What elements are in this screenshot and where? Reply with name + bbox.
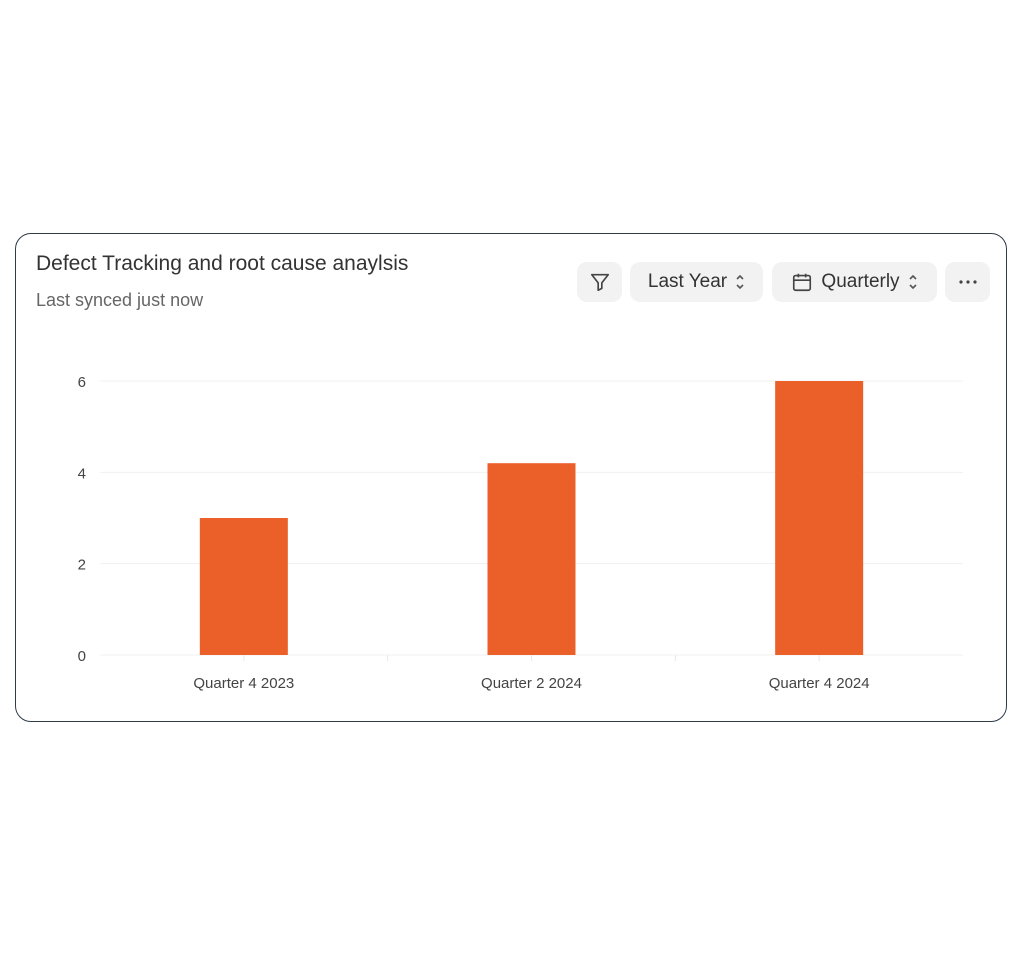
y-tick-label: 6 <box>78 374 86 391</box>
more-horizontal-icon <box>958 280 977 284</box>
bar <box>199 518 288 655</box>
filter-button[interactable] <box>577 262 622 302</box>
chevron-up-down-icon <box>908 274 917 290</box>
period-label: Quarterly <box>821 271 900 292</box>
more-button[interactable] <box>945 262 990 302</box>
x-tick-label: Quarter 4 2024 <box>769 675 870 692</box>
bar <box>487 463 576 655</box>
filter-icon <box>590 273 609 292</box>
range-select[interactable]: Last Year <box>630 262 763 302</box>
sync-status: Last synced just now <box>36 290 204 310</box>
chart-title: Defect Tracking and root cause anaylsis <box>36 252 409 275</box>
y-tick-label: 0 <box>78 648 86 665</box>
x-tick-label: Quarter 2 2024 <box>481 675 582 692</box>
y-tick-label: 2 <box>78 557 86 574</box>
range-label: Last Year <box>647 271 728 292</box>
x-tick-label: Quarter 4 2023 <box>193 675 294 692</box>
period-select[interactable]: Quarterly <box>772 262 937 302</box>
bar <box>775 381 864 655</box>
calendar-icon <box>793 273 812 292</box>
chevron-up-down-icon <box>736 274 744 290</box>
y-tick-label: 4 <box>78 465 86 482</box>
